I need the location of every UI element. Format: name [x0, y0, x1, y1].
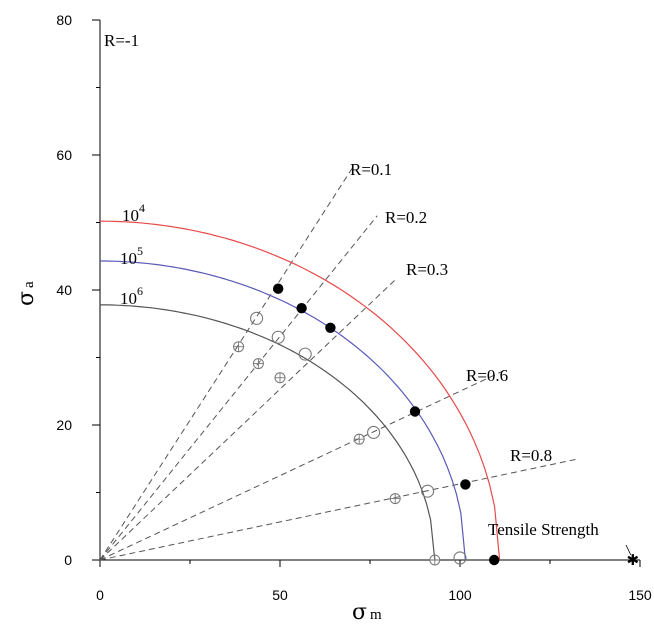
life-curve	[100, 260, 466, 561]
stress-ratio-line	[99, 215, 378, 561]
stress-ratio-label: R=0.1	[350, 160, 392, 179]
stress-ratio-line	[99, 370, 504, 561]
data-point	[421, 484, 435, 498]
stress-ratio-label: R=0.6	[466, 366, 508, 385]
axes: 0 20 40 60 80 0 50 100 150 σ m σa	[14, 12, 652, 625]
x-axis-title-sub: m	[370, 607, 382, 623]
stress-ratio-label: R=-1	[104, 31, 139, 50]
tensile-strength-marker: ✱	[627, 551, 640, 569]
data-point	[389, 493, 401, 505]
series-label: 105	[120, 244, 143, 268]
y-tick-label: 80	[56, 12, 72, 28]
x-tick-label: 50	[272, 587, 288, 603]
data-point	[453, 551, 467, 565]
life-curve	[100, 304, 436, 561]
data-point	[271, 330, 285, 344]
x-tick-label: 0	[96, 587, 104, 603]
data-point	[250, 311, 264, 325]
y-axis-title: σa	[14, 281, 39, 306]
series-label-exponent: 4	[139, 201, 145, 215]
x-tick-label: 150	[628, 587, 652, 603]
data-point	[274, 372, 286, 384]
stress-ratio-line	[99, 458, 579, 561]
data-point	[460, 479, 471, 490]
data-point	[325, 322, 336, 333]
data-point	[298, 347, 312, 361]
y-tick-label: 40	[56, 282, 72, 298]
series-label: 106	[120, 284, 143, 308]
stress-ratio-label: R=0.3	[406, 260, 448, 279]
stress-ratio-lines	[99, 168, 579, 561]
data-point	[296, 303, 307, 314]
annotations: R=-1 R=0.1 R=0.2 R=0.3 R=0.6 R=0.8 104 105 106 Te…	[104, 31, 632, 556]
y-tick-label: 0	[64, 552, 72, 568]
data-point	[252, 358, 264, 370]
y-tick-label: 20	[56, 417, 72, 433]
data-point	[429, 554, 441, 566]
series-label: 104	[122, 201, 145, 225]
y-tick-label: 60	[56, 147, 72, 163]
tensile-strength-label: Tensile Strength	[488, 520, 599, 539]
series-label-exponent: 6	[137, 284, 143, 298]
data-point	[409, 406, 421, 417]
stress-ratio-line	[99, 279, 396, 561]
data-point	[489, 554, 500, 566]
stress-ratio-label: R=0.2	[385, 208, 427, 227]
data-point	[233, 341, 245, 353]
tensile-strength-pointer	[625, 544, 632, 556]
y-axis-title-sub: a	[21, 281, 37, 288]
stress-ratio-line	[99, 168, 353, 561]
data-points: ✱	[233, 283, 640, 569]
stress-ratio-label: R=0.8	[510, 446, 552, 465]
series-label-exponent: 5	[137, 244, 143, 258]
data-point	[353, 433, 365, 445]
data-point	[273, 283, 284, 294]
constant-life-curves	[99, 220, 501, 561]
x-tick-label: 100	[448, 587, 472, 603]
life-curve	[99, 220, 501, 561]
data-point	[367, 425, 381, 439]
